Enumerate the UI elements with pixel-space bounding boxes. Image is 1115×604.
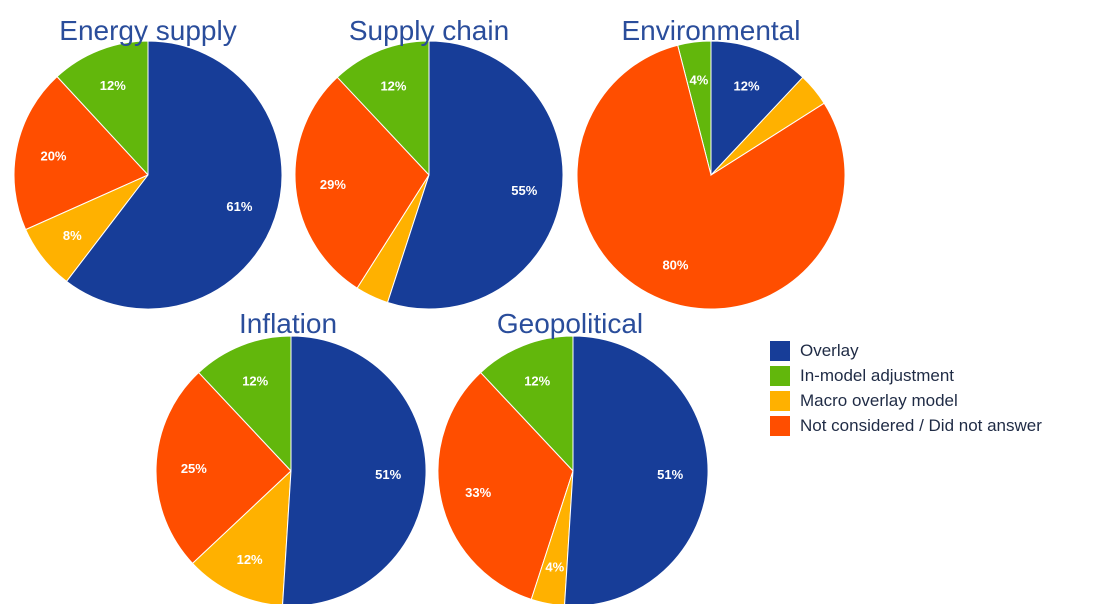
legend-item-overlay: Overlay	[770, 338, 1110, 363]
pie-slice-energy-supply-overlay	[65, 40, 283, 310]
pie-chart-supply-chain: Supply chain 55% 29% 12%	[294, 15, 564, 310]
pie-slice-environmental-overlay	[710, 40, 804, 177]
legend-item-macro-overlay-model: Macro overlay model	[770, 388, 1110, 413]
legend: Overlay In-model adjustment Macro overla…	[770, 338, 1110, 438]
pie-label-environmental-not-considered-did-not-answer: 80%	[662, 258, 688, 273]
pie-slice-energy-supply-not-considered-did-not-answer	[13, 75, 149, 231]
pie-label-energy-supply-macro-overlay-model: 8%	[63, 228, 82, 243]
pie-label-energy-supply-overlay: 61%	[226, 199, 252, 214]
pie-slice-inflation-not-considered-did-not-answer	[155, 371, 292, 565]
legend-label-in-model-adjustment: In-model adjustment	[800, 365, 955, 385]
pie-chart-energy-supply: Energy supply 61% 8% 20% 12%	[13, 15, 283, 310]
pie-slice-supply-chain-overlay	[386, 40, 564, 310]
pie-chart-inflation: Inflation 51% 12% 25% 12%	[155, 308, 427, 604]
pie-label-environmental-in-model-adjustment: 4%	[690, 72, 709, 87]
pie-title-environmental: Environmental	[622, 15, 801, 46]
pie-chart-environmental: Environmental 12% 80% 4%	[576, 15, 846, 310]
pie-slice-geopolitical-in-model-adjustment	[479, 335, 574, 473]
pie-title-inflation: Inflation	[239, 308, 337, 339]
legend-swatch-overlay	[770, 340, 790, 361]
pie-slice-energy-supply-in-model-adjustment	[56, 40, 149, 177]
legend-swatch-in-model-adjustment	[770, 365, 790, 386]
pie-slice-geopolitical-not-considered-did-not-answer	[437, 371, 574, 601]
pie-slice-inflation-macro-overlay-model	[191, 469, 292, 604]
pie-slice-supply-chain-not-considered-did-not-answer	[294, 76, 430, 289]
pie-slice-inflation-in-model-adjustment	[197, 335, 292, 473]
legend-item-not-considered: Not considered / Did not answer	[770, 413, 1110, 438]
legend-label-macro-overlay-model: Macro overlay model	[800, 390, 958, 410]
pie-slice-supply-chain-in-model-adjustment	[336, 40, 430, 177]
pie-label-inflation-overlay: 51%	[375, 467, 401, 482]
pie-label-inflation-in-model-adjustment: 12%	[242, 374, 268, 389]
pie-title-geopolitical: Geopolitical	[497, 308, 643, 339]
pie-label-geopolitical-in-model-adjustment: 12%	[524, 374, 550, 389]
legend-label-overlay: Overlay	[800, 340, 859, 360]
pie-label-environmental-overlay: 12%	[734, 78, 760, 93]
pie-label-geopolitical-macro-overlay-model: 4%	[545, 559, 564, 574]
pie-title-energy-supply: Energy supply	[59, 15, 236, 46]
pie-label-geopolitical-overlay: 51%	[657, 467, 683, 482]
pie-label-supply-chain-overlay: 55%	[511, 183, 537, 198]
legend-label-not-considered: Not considered / Did not answer	[800, 415, 1042, 435]
legend-swatch-macro-overlay-model	[770, 390, 790, 411]
pie-label-inflation-not-considered-did-not-answer: 25%	[181, 461, 207, 476]
pie-label-inflation-macro-overlay-model: 12%	[237, 552, 263, 567]
pie-label-energy-supply-in-model-adjustment: 12%	[100, 78, 126, 93]
pie-slice-inflation-overlay	[282, 335, 427, 604]
legend-swatch-not-considered	[770, 415, 790, 436]
pie-chart-geopolitical: Geopolitical 51% 4% 33% 12%	[437, 308, 709, 604]
pie-slice-geopolitical-overlay	[564, 335, 709, 604]
legend-item-in-model-adjustment: In-model adjustment	[770, 363, 1110, 388]
pie-label-supply-chain-in-model-adjustment: 12%	[380, 78, 406, 93]
pie-label-energy-supply-not-considered-did-not-answer: 20%	[40, 149, 66, 164]
pie-label-geopolitical-not-considered-did-not-answer: 33%	[465, 485, 491, 500]
pie-slice-environmental-not-considered-did-not-answer	[576, 44, 846, 310]
pie-title-supply-chain: Supply chain	[349, 15, 509, 46]
pie-label-supply-chain-not-considered-did-not-answer: 29%	[320, 177, 346, 192]
